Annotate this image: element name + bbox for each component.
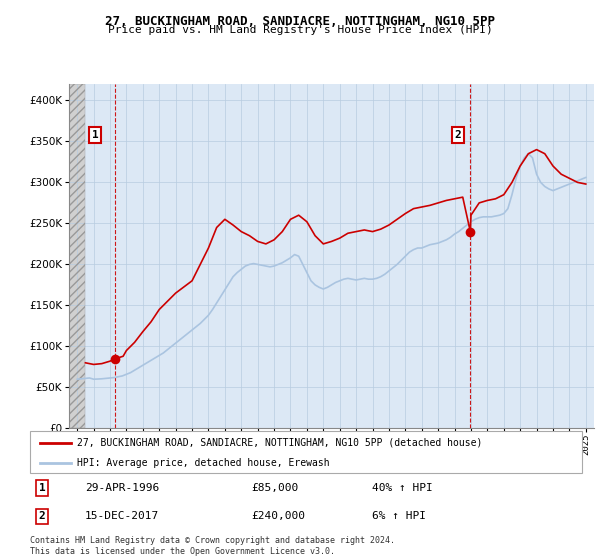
- Text: 27, BUCKINGHAM ROAD, SANDIACRE, NOTTINGHAM, NG10 5PP: 27, BUCKINGHAM ROAD, SANDIACRE, NOTTINGH…: [105, 15, 495, 27]
- Bar: [69, 84, 85, 428]
- Text: Price paid vs. HM Land Registry's House Price Index (HPI): Price paid vs. HM Land Registry's House …: [107, 25, 493, 35]
- Text: 29-APR-1996: 29-APR-1996: [85, 483, 160, 493]
- Text: 1: 1: [92, 130, 98, 140]
- Text: £240,000: £240,000: [251, 511, 305, 521]
- Text: 40% ↑ HPI: 40% ↑ HPI: [372, 483, 433, 493]
- Text: £85,000: £85,000: [251, 483, 298, 493]
- Bar: [85, 84, 594, 428]
- Text: 15-DEC-2017: 15-DEC-2017: [85, 511, 160, 521]
- Text: 2: 2: [454, 130, 461, 140]
- Text: 1: 1: [39, 483, 46, 493]
- Bar: [69, 84, 85, 428]
- Text: HPI: Average price, detached house, Erewash: HPI: Average price, detached house, Erew…: [77, 458, 329, 468]
- Text: Contains HM Land Registry data © Crown copyright and database right 2024.
This d: Contains HM Land Registry data © Crown c…: [30, 536, 395, 556]
- Text: 27, BUCKINGHAM ROAD, SANDIACRE, NOTTINGHAM, NG10 5PP (detached house): 27, BUCKINGHAM ROAD, SANDIACRE, NOTTINGH…: [77, 437, 482, 447]
- Text: 6% ↑ HPI: 6% ↑ HPI: [372, 511, 426, 521]
- Text: 2: 2: [39, 511, 46, 521]
